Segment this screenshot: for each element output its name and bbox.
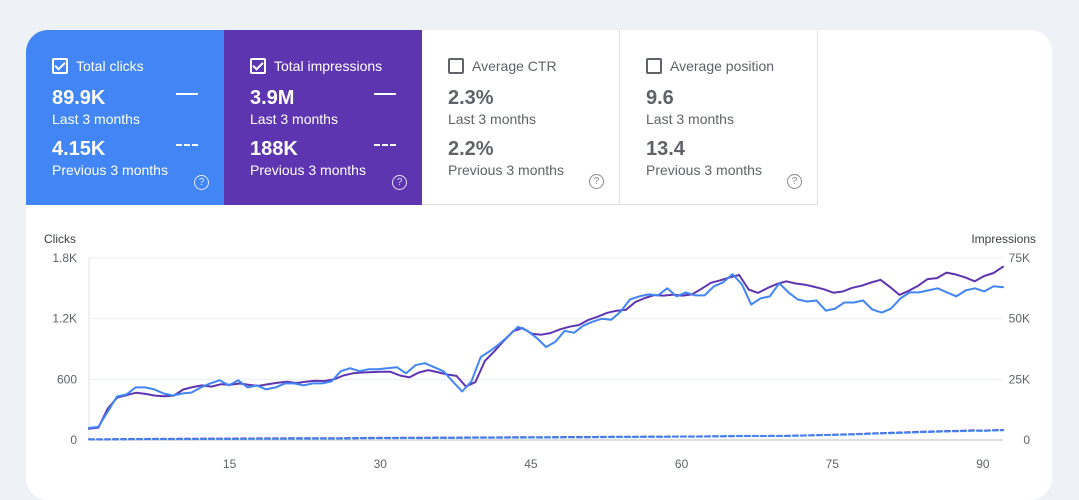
previous-metric-period: Previous 3 months [646, 162, 762, 178]
metric-period: Last 3 months [646, 111, 734, 127]
dashed-line-legend-icon [374, 144, 396, 146]
y-left-tick-label: 1.8K [52, 251, 77, 265]
card-label: Total impressions [274, 58, 383, 74]
card-header: Total impressions [250, 57, 422, 75]
y-left-tick-label: 0 [70, 433, 77, 447]
previous-metric-value: 188K [250, 138, 298, 160]
total-clicks-line [88, 273, 1004, 429]
x-tick-label: 75 [826, 457, 840, 471]
checkbox-unchecked-icon[interactable] [646, 58, 662, 74]
metric-cards: Total clicks 89.9K Last 3 months 4.15K P… [26, 30, 818, 205]
help-icon[interactable]: ? [589, 174, 604, 189]
checkbox-checked-icon[interactable] [250, 58, 266, 74]
checkbox-checked-icon[interactable] [52, 58, 68, 74]
performance-panel: Total clicks 89.9K Last 3 months 4.15K P… [26, 30, 1052, 500]
metric-period: Last 3 months [250, 111, 338, 127]
metric-value: 2.3% [448, 87, 494, 109]
previous-metric-period: Previous 3 months [448, 162, 564, 178]
help-icon[interactable]: ? [787, 174, 802, 189]
card-header: Average CTR [448, 57, 619, 75]
previous-metric-period: Previous 3 months [250, 162, 366, 178]
previous-metric-value: 2.2% [448, 138, 494, 160]
total-clicks-card[interactable]: Total clicks 89.9K Last 3 months 4.15K P… [26, 30, 224, 205]
metric-value: 89.9K [52, 87, 106, 109]
solid-line-legend-icon [176, 93, 198, 95]
metric-period: Last 3 months [448, 111, 536, 127]
previous-total-clicks-line [88, 429, 1004, 441]
help-icon[interactable]: ? [194, 175, 209, 190]
chart-series [88, 265, 1004, 441]
x-tick-label: 60 [675, 457, 689, 471]
x-tick-label: 15 [223, 457, 237, 471]
previous-metric-value: 13.4 [646, 138, 685, 160]
average-position-card[interactable]: Average position 9.6 Last 3 months 13.4 … [620, 30, 818, 205]
y-right-axis-title: Impressions [971, 232, 1036, 246]
metric-value: 9.6 [646, 87, 674, 109]
dashed-line-legend-icon [176, 144, 198, 146]
metric-value: 3.9M [250, 87, 295, 109]
y-left-tick-label: 1.2K [52, 312, 77, 326]
total-impressions-card[interactable]: Total impressions 3.9M Last 3 months 188… [224, 30, 422, 205]
y-right-tick-label: 0 [1023, 433, 1030, 447]
previous-metric-value: 4.15K [52, 138, 106, 160]
x-tick-label: 30 [374, 457, 388, 471]
card-label: Total clicks [76, 58, 144, 74]
metric-period: Last 3 months [52, 111, 140, 127]
card-label: Average position [670, 58, 775, 74]
average-ctr-card[interactable]: Average CTR 2.3% Last 3 months 2.2% Prev… [422, 30, 620, 205]
axis-ticks: 0 0 600 25K 1.2K 50K 1.8K 75K 15 30 45 60 75 90 [52, 251, 1030, 471]
gridlines [88, 257, 1003, 441]
y-right-tick-label: 25K [1009, 372, 1030, 386]
x-tick-label: 90 [976, 457, 990, 471]
y-right-tick-label: 50K [1009, 312, 1030, 326]
y-left-tick-label: 600 [57, 372, 77, 386]
y-left-axis-title: Clicks [44, 232, 76, 246]
solid-line-legend-icon [374, 93, 396, 95]
checkbox-unchecked-icon[interactable] [448, 58, 464, 74]
help-icon[interactable]: ? [392, 175, 407, 190]
previous-metric-period: Previous 3 months [52, 162, 168, 178]
card-header: Total clicks [52, 57, 224, 75]
card-label: Average CTR [472, 58, 557, 74]
y-right-tick-label: 75K [1009, 251, 1030, 265]
performance-chart: 0 0 600 25K 1.2K 50K 1.8K 75K 15 30 45 60 75 90 Click… [44, 232, 1036, 471]
x-tick-label: 45 [524, 457, 538, 471]
card-header: Average position [646, 57, 817, 75]
